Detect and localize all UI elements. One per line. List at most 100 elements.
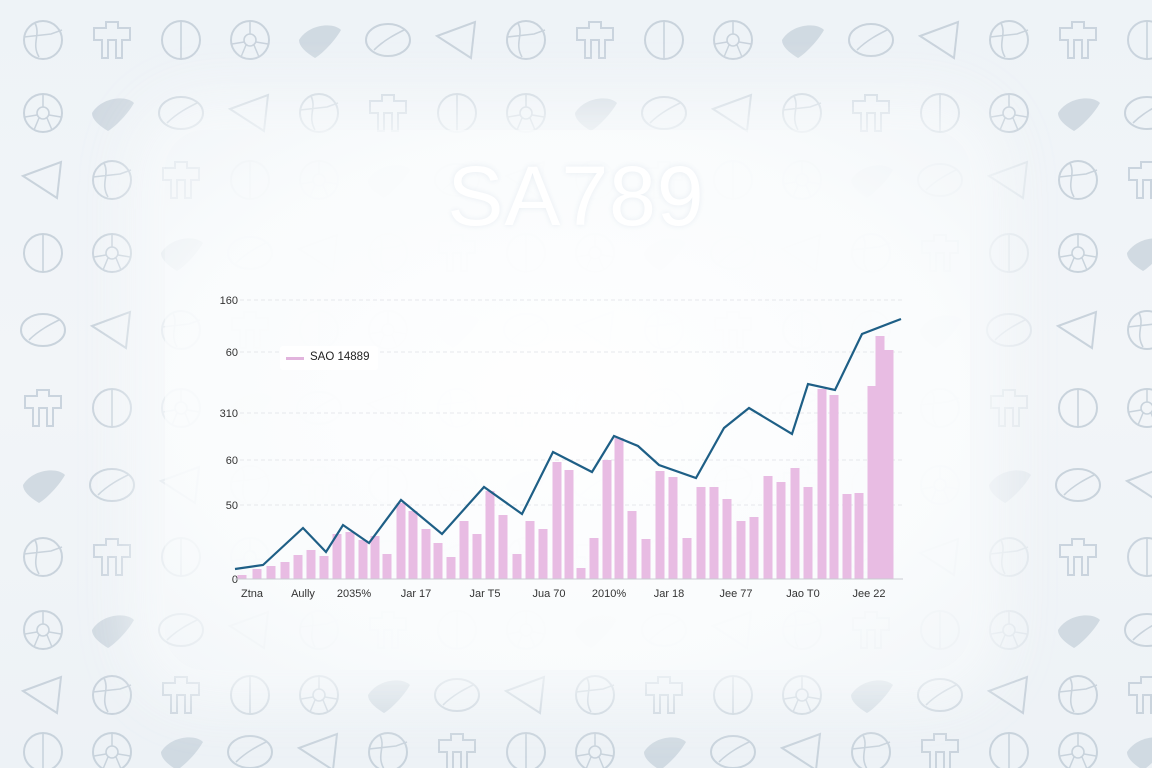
background-icon xyxy=(917,20,960,60)
background-icon xyxy=(20,313,66,347)
background-icon xyxy=(503,675,546,715)
bar xyxy=(867,386,877,579)
background-icon xyxy=(1127,737,1152,768)
bar xyxy=(472,534,482,579)
bar xyxy=(696,487,706,579)
bar xyxy=(790,468,800,579)
background-icon xyxy=(641,96,687,130)
background-icon xyxy=(782,675,822,715)
background-icon xyxy=(24,389,62,427)
background-icon xyxy=(1127,537,1152,577)
x-tick-label: 2035% xyxy=(337,588,371,600)
y-tick-label: 160 xyxy=(220,295,238,307)
background-icon xyxy=(92,233,132,273)
x-tick-label: Jar 18 xyxy=(654,588,685,600)
bar xyxy=(306,550,316,579)
bar xyxy=(614,438,624,579)
background-icon xyxy=(1124,613,1152,647)
bar xyxy=(266,566,276,579)
bar xyxy=(749,517,759,579)
background-icon xyxy=(365,23,411,57)
background-icon xyxy=(92,732,132,768)
bar xyxy=(641,539,651,579)
background-icon xyxy=(23,610,63,650)
x-tick-label: Aully xyxy=(291,588,315,600)
background-icon xyxy=(851,680,893,713)
background-icon xyxy=(917,678,963,712)
bar xyxy=(252,569,262,579)
background-icon xyxy=(161,737,203,768)
background-icon xyxy=(1058,160,1098,200)
background-icon xyxy=(1055,468,1101,502)
background-icon xyxy=(438,733,476,768)
background-icon xyxy=(93,538,131,576)
background-icon xyxy=(989,610,1029,650)
background-icon xyxy=(1058,615,1100,648)
background-icon xyxy=(1059,538,1097,576)
x-tick-label: 2010% xyxy=(592,588,626,600)
background-icon xyxy=(989,233,1029,273)
bar xyxy=(498,515,508,579)
background-icon xyxy=(434,20,477,60)
legend-label: SAO 14889 xyxy=(310,351,370,363)
background-icon xyxy=(506,732,546,768)
bar xyxy=(421,529,431,579)
background-icon xyxy=(779,732,822,768)
background-icon xyxy=(989,470,1031,503)
x-tick-label: Jar T5 xyxy=(470,588,501,600)
bar xyxy=(382,554,392,579)
background-icon xyxy=(92,160,132,200)
background-icon xyxy=(23,93,63,133)
bar xyxy=(589,538,599,579)
background-icon xyxy=(434,678,480,712)
y-tick-label: 50 xyxy=(226,500,238,512)
background-icon xyxy=(710,735,756,768)
background-icon xyxy=(986,160,1029,200)
background-icon xyxy=(713,675,753,715)
bar xyxy=(602,460,612,579)
background-icon xyxy=(23,732,63,768)
background-icon xyxy=(986,675,1029,715)
background-icon xyxy=(1128,161,1152,199)
background-icon xyxy=(23,470,65,503)
background-icon xyxy=(23,20,63,60)
background-icon xyxy=(713,20,753,60)
y-tick-label: 60 xyxy=(226,455,238,467)
watermark-title: SA789 xyxy=(447,149,705,243)
background-icon xyxy=(299,25,341,58)
y-tick-label: 310 xyxy=(220,408,238,420)
bar xyxy=(280,562,290,579)
bar xyxy=(803,487,813,579)
bar xyxy=(576,568,586,579)
background-icon xyxy=(576,21,614,59)
background-icon xyxy=(368,680,410,713)
background-icon xyxy=(851,732,891,768)
bar xyxy=(875,336,885,579)
bar xyxy=(512,554,522,579)
background-icon xyxy=(575,98,617,131)
background-icon xyxy=(368,732,408,768)
bar xyxy=(485,491,495,579)
background-icon xyxy=(227,735,273,768)
background-icon xyxy=(989,537,1029,577)
y-tick-label: 0 xyxy=(232,574,238,586)
background-icon xyxy=(1059,21,1097,59)
bar xyxy=(564,470,574,579)
background-icon xyxy=(1127,310,1152,350)
background-icon xyxy=(644,737,686,768)
background-icon xyxy=(23,233,63,273)
background-icon xyxy=(575,675,615,715)
bar xyxy=(682,538,692,579)
x-tick-label: Jee 22 xyxy=(852,588,885,600)
background-icon xyxy=(20,160,63,200)
background-icon xyxy=(1124,96,1152,130)
background-icon xyxy=(990,389,1028,427)
background-icon xyxy=(575,732,615,768)
y-axis-ticks: 0 50 60 310 60 160 xyxy=(220,295,238,586)
background-icon xyxy=(162,676,200,714)
bar xyxy=(446,557,456,579)
bar xyxy=(668,477,678,579)
bar xyxy=(655,471,665,579)
background-icon xyxy=(1127,20,1152,60)
x-tick-label: Jao T0 xyxy=(786,588,819,600)
